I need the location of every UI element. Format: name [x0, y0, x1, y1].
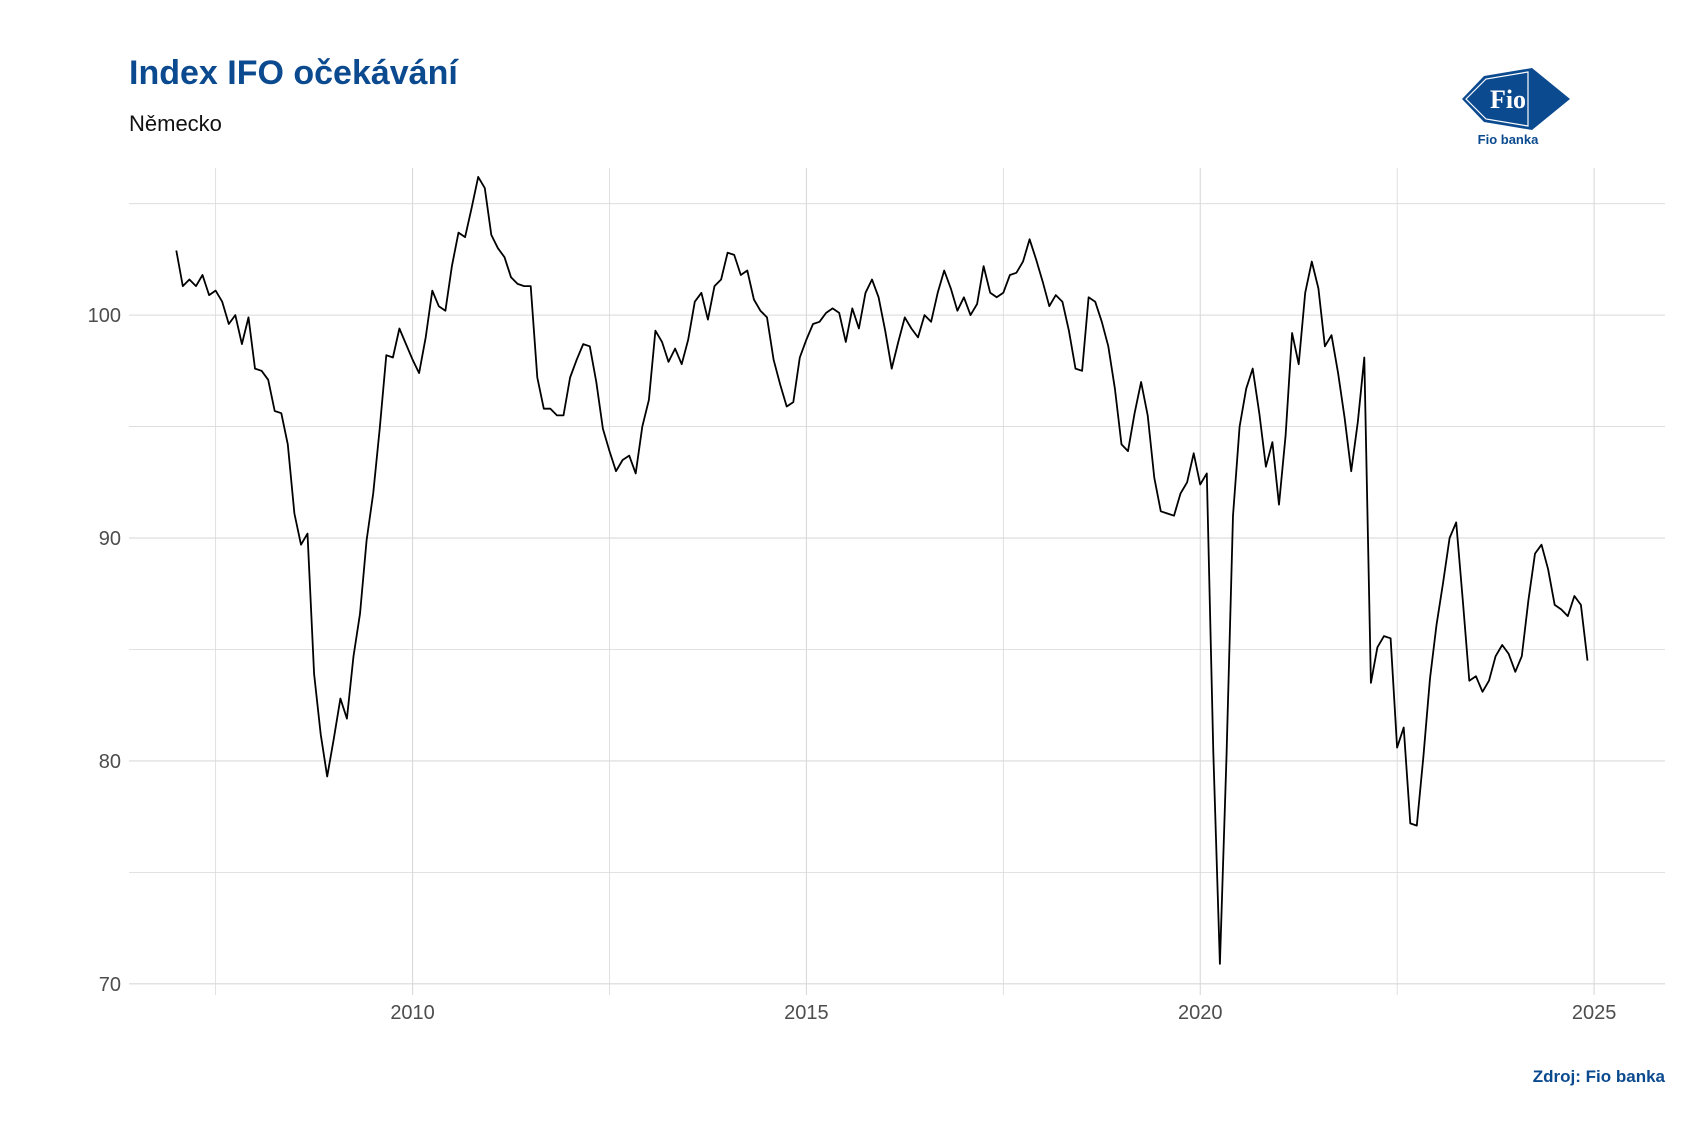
grid-minor: [129, 168, 1665, 995]
grid-major: [129, 168, 1665, 995]
source-note: Zdroj: Fio banka: [1532, 1067, 1665, 1086]
logo-flag-left: [1462, 68, 1532, 130]
x-axis-ticks: 2010 2015 2020 2025: [390, 1002, 1616, 1024]
logo-caption: Fio banka: [1477, 132, 1539, 147]
y-axis-ticks: 70 80 90 100: [88, 305, 121, 996]
fio-logo-icon: Fio: [1462, 68, 1570, 130]
x-tick-label: 2020: [1178, 1002, 1223, 1024]
y-tick-label: 70: [99, 974, 121, 996]
x-tick-label: 2015: [784, 1002, 829, 1024]
chart-title: Index IFO očekávání: [129, 54, 458, 92]
x-tick-label: 2025: [1572, 1002, 1617, 1024]
logo-flag-right: [1532, 68, 1570, 130]
fio-banka-logo: Fio Fio banka: [1462, 68, 1578, 150]
x-tick-label: 2010: [390, 1002, 435, 1024]
chart-subtitle: Německo: [129, 111, 222, 136]
y-tick-label: 90: [99, 528, 121, 550]
series-line: [175, 176, 1589, 965]
y-tick-label: 80: [99, 751, 121, 773]
y-tick-label: 100: [88, 305, 121, 327]
logo-mark-text: Fio: [1490, 85, 1526, 114]
